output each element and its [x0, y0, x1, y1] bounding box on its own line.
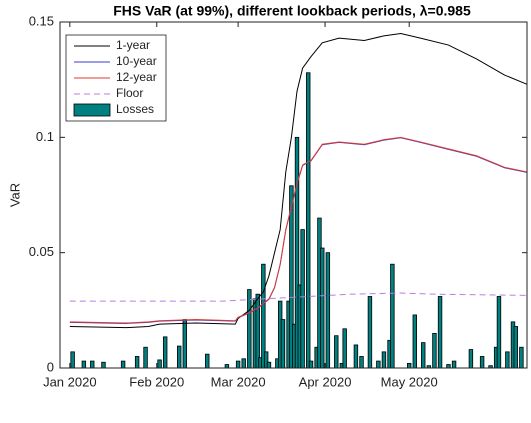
x-tick-label: Apr 2020	[299, 374, 352, 389]
loss-bar	[446, 364, 451, 369]
loss-bar	[235, 360, 241, 369]
loss-bar	[496, 296, 502, 369]
legend-swatch	[73, 103, 111, 117]
loss-bar	[266, 361, 272, 369]
loss-bar	[320, 247, 325, 369]
legend-label: 12-year	[116, 70, 157, 84]
loss-bar	[70, 351, 75, 369]
x-tick-label: Feb 2020	[129, 374, 184, 389]
loss-bar	[224, 364, 230, 369]
loss-bar	[306, 72, 311, 369]
loss-bar	[412, 314, 418, 369]
legend-label: Losses	[116, 102, 154, 116]
loss-bar	[334, 335, 339, 369]
loss-bar	[376, 360, 381, 369]
x-tick-label: May 2020	[381, 374, 438, 389]
loss-bar	[205, 353, 210, 369]
loss-bar	[505, 351, 510, 369]
loss-bar	[177, 345, 182, 369]
loss-bar	[308, 360, 314, 369]
loss-bar	[90, 360, 95, 369]
legend-label: 1-year	[116, 38, 150, 52]
loss-bar	[157, 359, 162, 369]
loss-bar	[280, 319, 286, 369]
loss-bar	[513, 326, 518, 369]
loss-bar	[120, 360, 126, 369]
y-tick-label: 0.15	[29, 13, 54, 28]
loss-bar	[81, 360, 87, 369]
loss-bar	[421, 342, 426, 369]
loss-bar	[342, 328, 347, 369]
loss-bar	[367, 296, 373, 369]
legend-label: Floor	[116, 86, 143, 100]
legend-label: 10-year	[116, 54, 157, 68]
series-line	[69, 136, 528, 324]
loss-bar	[381, 351, 387, 369]
loss-bar	[182, 319, 188, 369]
y-tick-label: 0	[47, 359, 54, 374]
chart-title: FHS VaR (at 99%), different lookback per…	[113, 3, 471, 19]
loss-bar	[162, 336, 168, 369]
loss-bar	[255, 293, 260, 369]
loss-bar	[406, 362, 412, 369]
y-tick-label: 0.05	[29, 244, 54, 259]
loss-bar	[325, 252, 331, 369]
y-tick-label: 0.1	[36, 129, 54, 144]
x-tick-label: Mar 2020	[211, 374, 266, 389]
loss-bar	[241, 358, 246, 369]
loss-bar	[143, 346, 148, 369]
loss-bar	[519, 346, 524, 369]
x-tick-label: Jan 2020	[43, 374, 97, 389]
loss-bar	[437, 296, 443, 369]
loss-bar	[134, 356, 140, 369]
loss-bar	[353, 344, 359, 369]
plot-frame	[59, 21, 528, 369]
loss-bar	[432, 332, 437, 369]
loss-bar	[451, 360, 457, 369]
loss-bar	[468, 349, 474, 369]
legend: 1-year 10-year 12-year Floor Losses	[65, 34, 167, 122]
loss-bar	[359, 356, 364, 369]
loss-bar	[390, 263, 395, 369]
series-line	[69, 33, 528, 329]
loss-bar	[479, 356, 485, 369]
loss-bar	[300, 229, 305, 369]
loss-bar	[247, 289, 252, 369]
loss-bar	[101, 361, 106, 369]
y-axis-label: VaR	[7, 183, 22, 207]
